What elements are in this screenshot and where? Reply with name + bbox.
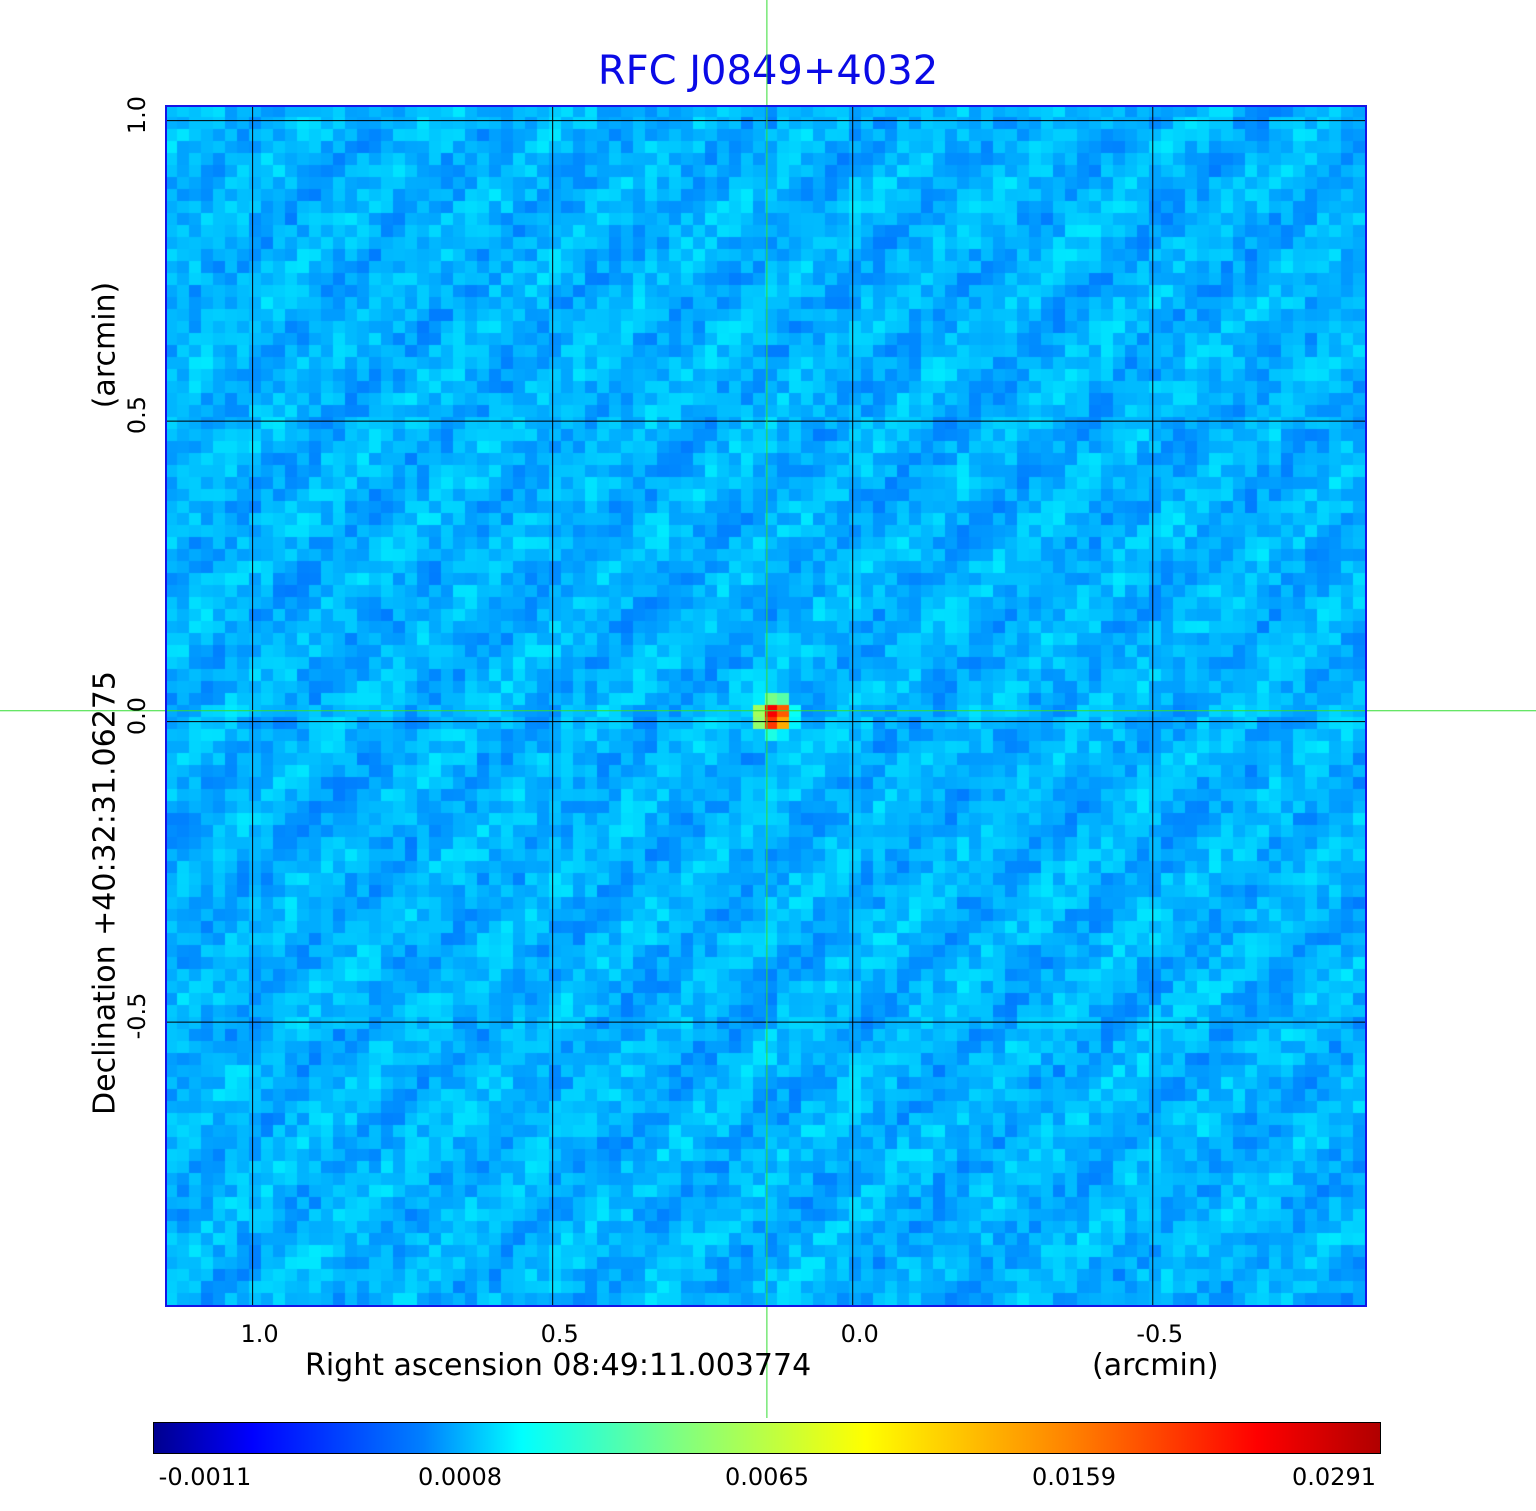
x-tick-label: 1.0	[240, 1320, 279, 1348]
y-tick-label: -0.5	[123, 992, 151, 1040]
x-axis-label: Right ascension 08:49:11.003774	[305, 1348, 812, 1383]
colorbar-tick-label: 0.0065	[725, 1463, 809, 1491]
heatmap-image	[165, 105, 1367, 1307]
x-axis-unit: (arcmin)	[1092, 1348, 1219, 1383]
x-tick-label: -0.5	[1136, 1320, 1184, 1348]
colorbar-tick-label: 0.0291	[1292, 1463, 1376, 1491]
x-tick-label: 0.0	[840, 1320, 879, 1348]
colorbar-tick-label: 0.0008	[418, 1463, 502, 1491]
x-tick-label: 0.5	[540, 1320, 579, 1348]
y-axis-unit: (arcmin)	[87, 281, 123, 409]
chart-title: RFC J0849+4032	[597, 48, 939, 94]
y-tick-label: 1.0	[123, 95, 151, 134]
y-axis-label: Declination +40:32:31.06275	[87, 671, 123, 1115]
colorbar-tick-label: 0.0159	[1032, 1463, 1116, 1491]
plot-frame	[165, 105, 1367, 1307]
colorbar	[153, 1422, 1381, 1454]
y-tick-label: 0.0	[123, 696, 151, 735]
y-tick-label: 0.5	[123, 396, 151, 435]
colorbar-tick-label: -0.0011	[158, 1463, 252, 1491]
